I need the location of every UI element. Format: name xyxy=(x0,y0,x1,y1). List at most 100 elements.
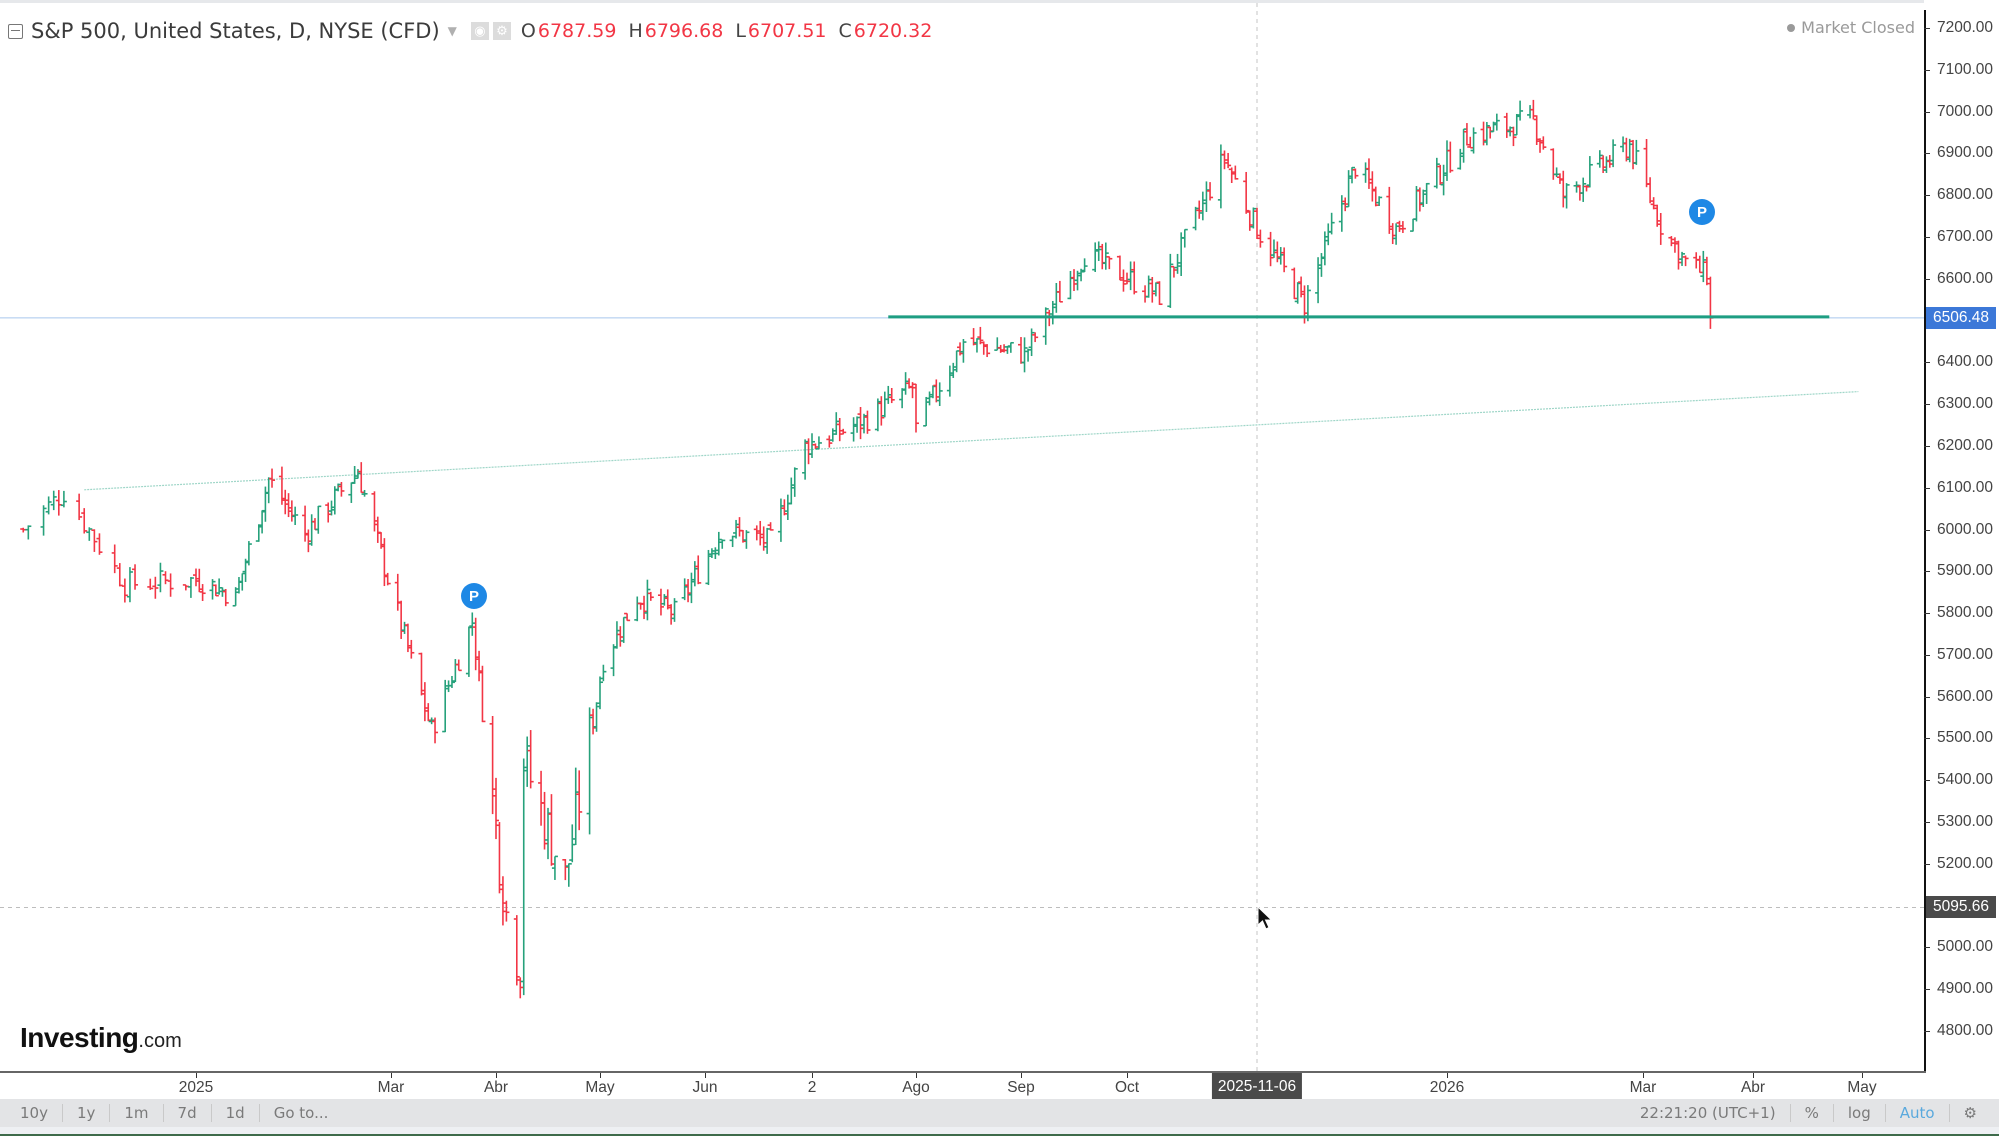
ohlc-bar xyxy=(1352,168,1359,179)
gear-icon[interactable]: ⚙ xyxy=(1963,1104,1977,1122)
ohlc-bar xyxy=(708,548,715,558)
price-label: 6800.00 xyxy=(1937,186,1994,204)
ohlc-bar xyxy=(671,598,678,622)
settings-gear-icon[interactable]: ⚙ xyxy=(492,22,511,40)
price-label: 7200.00 xyxy=(1937,19,1994,36)
ohlc-bar xyxy=(1099,243,1106,270)
log-scale-button[interactable]: log xyxy=(1834,1104,1886,1122)
ohlc-bar xyxy=(331,486,338,515)
go-to-date-button[interactable]: Go to... xyxy=(273,1104,329,1122)
ohlc-bar xyxy=(1533,115,1540,146)
time-tick xyxy=(196,1073,197,1078)
crosshair-price-tag: 5095.66 xyxy=(1926,896,1996,919)
ohlc-bar xyxy=(1095,241,1102,261)
price-tick xyxy=(1924,654,1930,656)
price-axis[interactable]: 7200.00 7100.00 7000.00 6900.00 6800.00 6700.… xyxy=(1924,0,1999,1071)
ohlc-bar xyxy=(705,549,712,586)
ohlc-bar xyxy=(50,490,57,511)
ohlc-bar xyxy=(757,520,764,546)
ohlc-bar xyxy=(936,382,943,407)
ohlc-bar xyxy=(152,576,159,599)
price-tick xyxy=(1924,278,1930,280)
ohlc-bar xyxy=(527,730,534,789)
ohlc-bar xyxy=(565,863,572,887)
ohlc-bar xyxy=(1124,272,1130,285)
price-label: 6900.00 xyxy=(1937,144,1994,162)
ohlc-bar xyxy=(1668,236,1675,247)
plot-area[interactable] xyxy=(0,3,1924,1071)
price-label: 7000.00 xyxy=(1937,102,1994,120)
ohlc-bar xyxy=(162,571,169,585)
ohlc-bar xyxy=(644,579,651,621)
ohlc-bar xyxy=(833,412,840,435)
ohlc-bar xyxy=(86,527,93,541)
percent-scale-button[interactable]: % xyxy=(1791,1104,1834,1122)
ohlc-bar xyxy=(1131,261,1138,295)
crosshair-date-tag: 2025-11-06 xyxy=(1211,1073,1303,1100)
auto-scale-button[interactable]: Auto xyxy=(1886,1104,1950,1122)
ohlc-bar xyxy=(1221,150,1228,170)
time-label: 2 xyxy=(807,1079,817,1096)
ohlc-bar xyxy=(973,338,980,353)
chevron-down-icon[interactable]: ▼ xyxy=(447,24,457,38)
ohlc-bar xyxy=(1004,345,1011,354)
time-axis[interactable]: 2025 Mar Abr May Jun 2 Ago Sep Oct 2026 Mar Abr May 2… xyxy=(0,1071,1926,1100)
ohlc-bar xyxy=(1156,281,1163,306)
last-price-tag: 6506.48 xyxy=(1926,306,1996,329)
ohlc-bar xyxy=(216,578,223,595)
ohlc-bar xyxy=(315,505,322,534)
ohlc-bar xyxy=(1174,253,1181,274)
price-tick xyxy=(1924,989,1930,991)
range-1d-button[interactable]: 1d xyxy=(212,1104,260,1122)
ohlc-bar xyxy=(1537,138,1544,153)
collapse-legend-icon[interactable] xyxy=(8,23,23,39)
price-tick xyxy=(1924,571,1930,573)
ohlc-bar xyxy=(520,758,527,996)
range-1m-button[interactable]: 1m xyxy=(110,1104,164,1122)
time-label: Abr xyxy=(1740,1079,1766,1096)
marker-p-1[interactable]: P xyxy=(461,583,487,609)
ohlc-bar xyxy=(1243,171,1250,214)
ohlc-bar xyxy=(1192,206,1199,231)
ohlc-bar xyxy=(590,708,597,735)
ohlc-bar xyxy=(597,676,603,710)
ohlc-bar xyxy=(829,428,836,442)
ohlc-bar xyxy=(1167,253,1174,308)
price-tick xyxy=(1924,738,1930,740)
time-tick xyxy=(1643,1073,1644,1078)
ohlc-bar xyxy=(1325,223,1332,246)
ohlc-bar xyxy=(809,433,815,458)
ohlc-bar xyxy=(1032,332,1039,343)
symbol-title[interactable]: S&P 500, United States, D, NYSE (CFD) xyxy=(31,19,440,43)
ohlc-bar xyxy=(1679,251,1686,266)
ohlc-bar xyxy=(157,562,164,593)
price-label: 6000.00 xyxy=(1937,520,1994,538)
ohlc-bar xyxy=(1178,232,1185,277)
visibility-eye-icon[interactable]: ◉ xyxy=(470,22,489,40)
ohlc-bar xyxy=(325,502,332,523)
ohlc-bar xyxy=(493,777,499,840)
ohlc-bar xyxy=(1671,237,1678,253)
ohlc-bar xyxy=(613,621,620,649)
range-10y-button[interactable]: 10y xyxy=(6,1104,63,1122)
price-chart-canvas[interactable] xyxy=(0,3,1924,1071)
trendline xyxy=(84,390,1859,491)
ohlc-bar xyxy=(1345,170,1352,208)
ohlc-bar xyxy=(1277,247,1284,265)
marker-p-2[interactable]: P xyxy=(1689,199,1715,225)
ohlc-bar xyxy=(878,396,885,426)
ohlc-bar xyxy=(681,578,688,601)
range-1y-button[interactable]: 1y xyxy=(63,1104,111,1122)
time-label: Abr xyxy=(483,1079,509,1096)
ohlc-bar xyxy=(1457,148,1464,170)
ohlc-bar xyxy=(1267,231,1274,267)
ohlc-bar xyxy=(1675,240,1682,270)
price-label: 5900.00 xyxy=(1937,562,1994,580)
ohlc-bar xyxy=(541,791,548,850)
ohlc-bar xyxy=(1291,267,1298,300)
ohlc-bar xyxy=(448,675,455,688)
ohlc-bar xyxy=(187,577,194,598)
range-7d-button[interactable]: 7d xyxy=(164,1104,212,1122)
ohlc-bar xyxy=(358,462,365,494)
ohlc-bar xyxy=(1342,197,1349,212)
